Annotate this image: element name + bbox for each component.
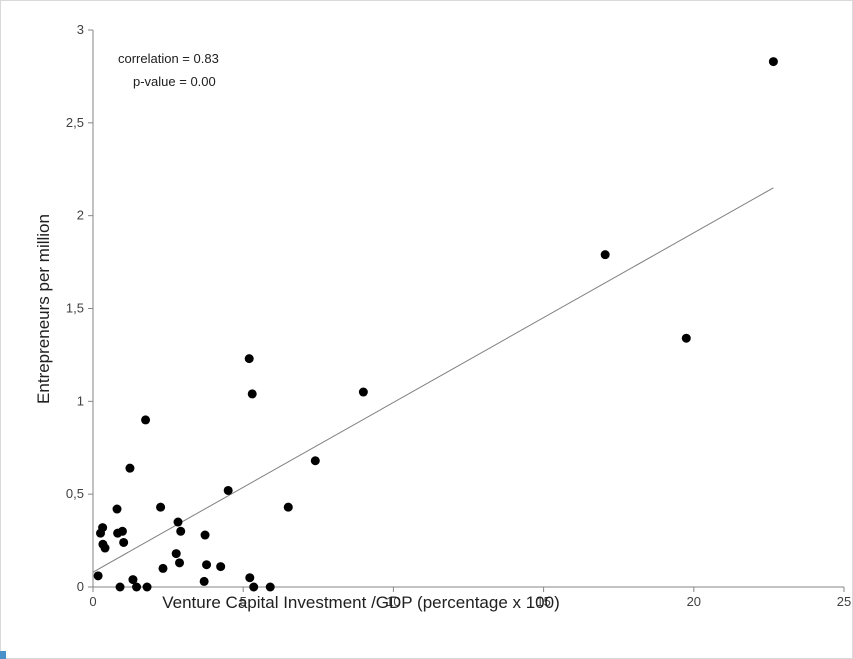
axes bbox=[88, 29, 845, 592]
data-point bbox=[93, 571, 103, 581]
data-point bbox=[216, 562, 226, 572]
x-tick-label: 15 bbox=[536, 594, 550, 609]
data-point bbox=[200, 530, 210, 540]
correlation-annotation: correlation = 0.83 bbox=[118, 51, 219, 66]
data-point bbox=[119, 537, 129, 547]
data-point bbox=[247, 389, 257, 399]
trendline-layer bbox=[92, 187, 774, 573]
data-point bbox=[245, 573, 255, 583]
data-point bbox=[132, 582, 142, 592]
data-point bbox=[156, 502, 166, 512]
data-point bbox=[142, 582, 152, 592]
data-point bbox=[141, 415, 151, 425]
data-point bbox=[199, 576, 209, 586]
data-point bbox=[128, 575, 138, 585]
y-tick-label: 1 bbox=[77, 393, 84, 408]
y-axis-title: Entrepreneurs per million bbox=[34, 214, 53, 404]
data-point bbox=[173, 517, 183, 527]
data-point bbox=[244, 354, 254, 364]
data-point bbox=[98, 523, 108, 533]
x-tick-label: 10 bbox=[386, 594, 400, 609]
data-point bbox=[202, 560, 212, 570]
x-axis-title: Venture Capital Investment /GDP (percent… bbox=[162, 593, 560, 612]
data-point bbox=[223, 485, 233, 495]
x-tick-label: 20 bbox=[687, 594, 701, 609]
points-layer bbox=[93, 57, 778, 592]
x-tick-label: 25 bbox=[837, 594, 851, 609]
x-tick-label: 0 bbox=[89, 594, 96, 609]
y-tick-label: 1,5 bbox=[66, 301, 84, 316]
y-tick-label: 2 bbox=[77, 208, 84, 223]
y-tick-label: 0 bbox=[77, 579, 84, 594]
data-point bbox=[600, 250, 610, 260]
data-point bbox=[125, 463, 135, 473]
data-point bbox=[100, 543, 110, 553]
data-point bbox=[283, 502, 293, 512]
tick-labels: 0 0,5 1 1,5 2 2,5 3 0 5 10 15 20 25 bbox=[66, 22, 851, 609]
corner-accent bbox=[0, 651, 6, 659]
y-tick-label: 2,5 bbox=[66, 115, 84, 130]
data-point bbox=[158, 563, 168, 573]
data-point bbox=[681, 333, 691, 343]
data-point bbox=[768, 57, 778, 67]
data-point bbox=[171, 549, 181, 559]
y-tick-label: 0,5 bbox=[66, 486, 84, 501]
data-point bbox=[265, 582, 275, 592]
data-point bbox=[310, 456, 320, 466]
data-point bbox=[117, 526, 127, 536]
data-point bbox=[358, 387, 368, 397]
y-tick-label: 3 bbox=[77, 22, 84, 37]
data-point bbox=[115, 582, 125, 592]
x-tick-label: 5 bbox=[240, 594, 247, 609]
p-value-annotation: p-value = 0.00 bbox=[133, 74, 216, 89]
data-point bbox=[175, 558, 185, 568]
data-point bbox=[249, 582, 259, 592]
trendline bbox=[92, 187, 774, 573]
data-point bbox=[176, 526, 186, 536]
data-point bbox=[112, 504, 122, 514]
